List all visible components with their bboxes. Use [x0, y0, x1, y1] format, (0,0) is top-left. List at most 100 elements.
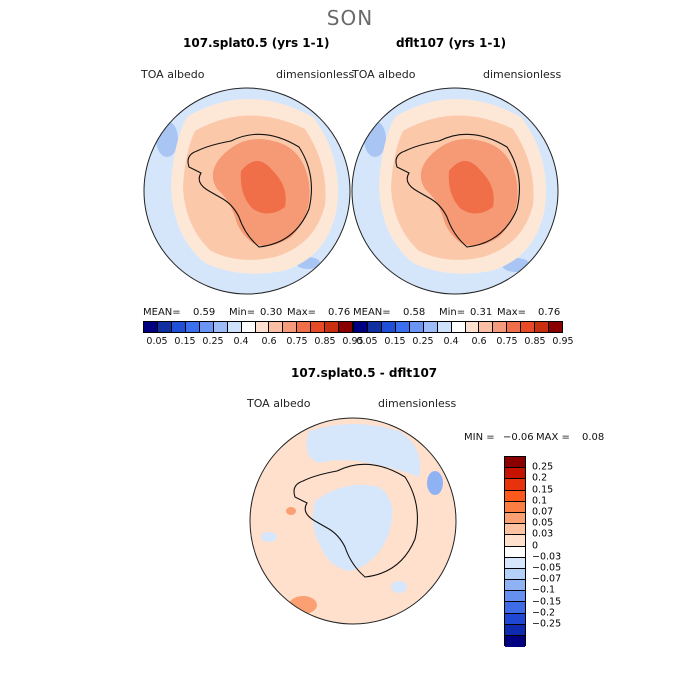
panel-1-title: 107.splat0.5 (yrs 1-1)	[183, 36, 330, 50]
panel-1-mean-value: 0.59	[193, 307, 216, 318]
colorbar-swatch	[354, 322, 368, 332]
colorbar-tick-label: 0.95	[342, 336, 364, 347]
colorbar-swatch	[505, 568, 525, 581]
panel-1-colorbar	[143, 321, 353, 333]
colorbar-swatch	[479, 322, 494, 332]
colorbar-swatch	[521, 322, 536, 332]
season-title: SON	[326, 6, 374, 30]
colorbar-swatch	[505, 602, 525, 614]
panel-2-max-label: Max=	[497, 307, 527, 318]
colorbar-tick-label: 0.25	[532, 461, 554, 473]
diff-panel-title: 107.splat0.5 - dflt107	[291, 366, 438, 380]
colorbar-swatch	[505, 613, 525, 625]
colorbar-tick-label: −0.25	[532, 618, 562, 630]
colorbar-tick-label: 0.1	[532, 495, 548, 507]
colorbar-swatch	[171, 322, 186, 332]
colorbar-tick-label: 0.6	[471, 336, 487, 347]
colorbar-tick-label: 0.25	[412, 336, 434, 347]
colorbar-swatch	[549, 322, 563, 332]
diff-panel-polar-map	[249, 417, 457, 625]
colorbar-tick-label: 0.07	[532, 506, 554, 518]
colorbar-swatch	[505, 636, 525, 648]
diff-panel-min-label: MIN =	[464, 432, 495, 443]
panel-1-min-label: Min=	[229, 307, 256, 318]
colorbar-swatch	[505, 501, 525, 513]
colorbar-tick-label: −0.03	[532, 551, 562, 563]
colorbar-tick-label: 0.15	[384, 336, 406, 347]
colorbar-tick-label: −0.07	[532, 573, 562, 585]
colorbar-swatch	[535, 322, 550, 332]
colorbar-swatch	[157, 322, 172, 332]
colorbar-tick-label: 0.05	[532, 517, 554, 529]
colorbar-tick-label: 0.05	[356, 336, 378, 347]
colorbar-swatch	[505, 591, 525, 603]
colorbar-swatch	[311, 322, 326, 332]
panel-1-min-value: 0.30	[260, 307, 283, 318]
diff-panel-units-label: dimensionless	[378, 397, 457, 410]
colorbar-swatch	[395, 322, 410, 332]
panel-2-variable-label: TOA albedo	[352, 68, 416, 81]
colorbar-swatch	[199, 322, 214, 332]
colorbar-tick-label: 0.95	[552, 336, 574, 347]
colorbar-swatch	[144, 322, 158, 332]
colorbar-swatch	[505, 580, 525, 592]
panel-1-colorbar-ticks: 0.05 0.15 0.25 0.4 0.6 0.75 0.85 0.95	[143, 336, 363, 348]
panel-2-colorbar-ticks: 0.05 0.15 0.25 0.4 0.6 0.75 0.85 0.95	[353, 336, 573, 348]
diff-panel-stats: MIN = −0.06 MAX = 0.08	[464, 432, 644, 446]
panel-1-max-label: Max=	[287, 307, 317, 318]
panel-2-mean-label: MEAN=	[353, 307, 391, 318]
colorbar-tick-label: 0.75	[496, 336, 518, 347]
diff-panel-variable-label: TOA albedo	[247, 397, 311, 410]
colorbar-tick-label: 0.75	[286, 336, 308, 347]
colorbar-swatch	[465, 322, 480, 332]
panel-2-min-value: 0.31	[470, 307, 493, 318]
colorbar-swatch	[381, 322, 396, 332]
colorbar-swatch	[241, 322, 256, 332]
colorbar-tick-label: 0.15	[174, 336, 196, 347]
colorbar-swatch	[255, 322, 270, 332]
colorbar-swatch	[339, 322, 353, 332]
colorbar-swatch	[213, 322, 228, 332]
panel-2-polar-map	[351, 87, 559, 295]
panel-1-units-label: dimensionless	[276, 68, 355, 81]
colorbar-swatch	[505, 546, 525, 558]
panel-2-stats: MEAN= 0.58 Min= 0.31 Max= 0.76	[353, 307, 563, 321]
colorbar-swatch	[493, 322, 508, 332]
colorbar-tick-label: −0.15	[532, 596, 562, 608]
colorbar-swatch	[507, 322, 522, 332]
colorbar-swatch	[367, 322, 382, 332]
panel-2-min-label: Min=	[439, 307, 466, 318]
colorbar-swatch	[283, 322, 298, 332]
colorbar-tick-label: 0.6	[261, 336, 277, 347]
colorbar-swatch	[269, 322, 284, 332]
colorbar-tick-label: 0	[532, 540, 539, 552]
colorbar-tick-label: 0.25	[202, 336, 224, 347]
colorbar-tick-label: −0.2	[532, 607, 556, 619]
colorbar-swatch	[505, 624, 525, 636]
panel-1-variable-label: TOA albedo	[141, 68, 205, 81]
colorbar-swatch	[185, 322, 200, 332]
colorbar-swatch	[325, 322, 340, 332]
colorbar-tick-label: 0.03	[532, 528, 554, 540]
colorbar-swatch	[505, 468, 525, 480]
panel-2-title: dflt107 (yrs 1-1)	[396, 36, 507, 50]
diff-panel-min-value: −0.06	[503, 432, 534, 443]
panel-1-polar-map	[143, 87, 351, 295]
colorbar-tick-label: −0.1	[532, 584, 556, 596]
colorbar-swatch	[437, 322, 452, 332]
colorbar-tick-label: 0.15	[532, 484, 554, 496]
diff-panel-max-value: 0.08	[582, 432, 605, 443]
panel-1-max-value: 0.76	[328, 307, 351, 318]
colorbar-swatch	[227, 322, 242, 332]
panel-2-colorbar	[353, 321, 563, 333]
colorbar-tick-label: 0.85	[314, 336, 336, 347]
colorbar-swatch	[505, 557, 525, 569]
colorbar-swatch	[505, 490, 525, 502]
colorbar-swatch	[451, 322, 466, 332]
colorbar-tick-label: 0.85	[524, 336, 546, 347]
panel-2-max-value: 0.76	[538, 307, 561, 318]
colorbar-swatch	[409, 322, 424, 332]
colorbar-tick-label: 0.4	[443, 336, 459, 347]
panel-2-units-label: dimensionless	[483, 68, 562, 81]
colorbar-swatch	[505, 524, 525, 536]
